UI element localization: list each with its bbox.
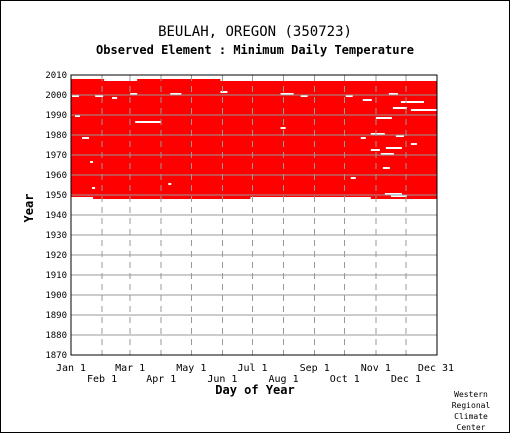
missing-data-segment: [280, 127, 286, 129]
missing-data-segment: [82, 137, 90, 139]
missing-data-segment: [220, 91, 228, 93]
missing-data-segment: [345, 95, 353, 97]
y-tick-label: 2000: [45, 91, 67, 101]
y-tick-label: 1930: [45, 231, 67, 241]
missing-data-segment: [400, 101, 424, 103]
missing-data-segment: [71, 197, 94, 199]
missing-data-segment: [300, 95, 308, 97]
credit-line: Center: [456, 423, 486, 432]
y-tick-label: 1970: [45, 151, 67, 161]
credit-line: Regional: [451, 401, 491, 410]
missing-data-segment: [170, 93, 182, 95]
missing-data-segment: [75, 115, 81, 117]
missing-data-segment: [72, 95, 80, 97]
missing-data-segment: [130, 93, 138, 95]
missing-data-segment: [370, 149, 380, 151]
x-tick-label: Jul 1: [237, 363, 267, 374]
missing-data-segment: [410, 143, 417, 145]
missing-data-segment: [395, 135, 404, 137]
missing-data-segment: [104, 79, 138, 81]
x-tick-label: May 1: [176, 363, 206, 374]
missing-data-segment: [168, 183, 172, 185]
chart-subtitle: Observed Element : Minimum Daily Tempera…: [96, 43, 414, 57]
x-tick-label: Mar 1: [115, 363, 145, 374]
missing-data-segment: [280, 93, 294, 95]
x-tick-label: Jun 1: [207, 374, 237, 385]
plot-area: 1870 1880 1890 1900 1910 1920 1930 1940 1950 1960…: [45, 71, 454, 385]
missing-data-segment: [392, 107, 407, 109]
missing-data-segment: [360, 137, 366, 139]
missing-data-segment: [95, 95, 104, 97]
missing-data-segment: [92, 187, 96, 189]
credit-line: Climate: [454, 412, 488, 421]
x-tick-label: Feb 1: [87, 374, 117, 385]
y-tick-label: 1960: [45, 171, 67, 181]
missing-data-segment: [384, 193, 402, 195]
observed-data-block: [71, 79, 437, 199]
missing-data-segment: [390, 195, 407, 197]
y-tick-label: 1990: [45, 111, 67, 121]
missing-data-segment: [220, 79, 437, 81]
y-tick-label: 1910: [45, 271, 67, 281]
missing-data-segment: [90, 161, 94, 163]
missing-data-segment: [388, 93, 398, 95]
y-tick-label: 1900: [45, 291, 67, 301]
missing-data-segment: [350, 177, 356, 179]
wrcc-credit: Western Regional Climate Center: [446, 389, 496, 433]
missing-data-segment: [410, 109, 437, 111]
y-tick-label: 1940: [45, 211, 67, 221]
y-tick-label: 1980: [45, 131, 67, 141]
x-tick-label: Sep 1: [300, 363, 330, 374]
x-tick-label: Apr 1: [146, 374, 176, 385]
credit-line: Western: [454, 390, 488, 399]
missing-data-segment: [385, 147, 402, 149]
missing-data-segment: [362, 99, 372, 101]
x-tick-label: Jan 1: [56, 363, 86, 374]
plot-border: [70, 74, 438, 356]
x-tick-label: Nov 1: [361, 363, 391, 374]
y-axis-label: Year: [22, 194, 36, 223]
y-tick-label: 1870: [45, 351, 67, 361]
x-tick-label: Dec 31: [418, 363, 454, 374]
x-axis-label: Day of Year: [215, 383, 294, 397]
missing-data-segment: [135, 121, 162, 123]
missing-data-segment: [382, 167, 390, 169]
y-tick-label: 2010: [45, 71, 67, 81]
missing-data-segment: [112, 97, 118, 99]
missing-data-segment: [250, 197, 371, 199]
x-tick-label: Aug 1: [269, 374, 299, 385]
y-tick-label: 1890: [45, 311, 67, 321]
missing-data-segment: [375, 117, 392, 119]
y-tick-label: 1880: [45, 331, 67, 341]
missing-data-segment: [370, 133, 385, 135]
missing-data-segment: [380, 153, 394, 155]
y-tick-label: 1920: [45, 251, 67, 261]
x-tick-label: Oct 1: [330, 374, 360, 385]
y-tick-label: 1950: [45, 191, 67, 201]
x-tick-label: Dec 1: [391, 374, 421, 385]
chart-title: BEULAH, OREGON (350723): [158, 24, 352, 40]
